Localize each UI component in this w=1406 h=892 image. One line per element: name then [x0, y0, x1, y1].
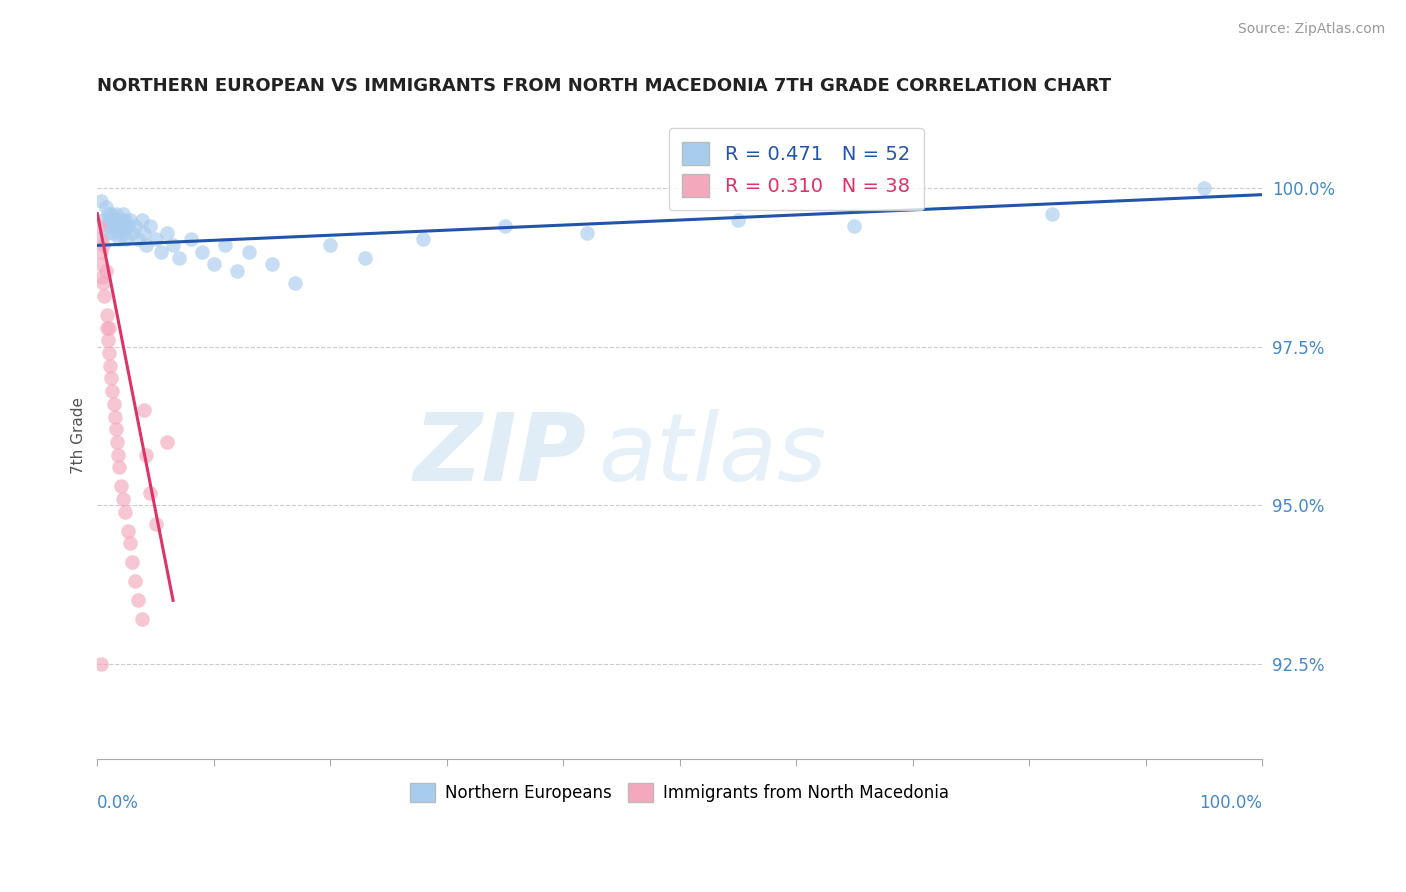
Point	[156, 434, 179, 449]
Point	[127, 593, 149, 607]
Point	[127, 232, 149, 246]
Point	[124, 219, 146, 234]
Point	[162, 238, 184, 252]
Text: ZIP: ZIP	[413, 409, 586, 501]
Point	[139, 219, 162, 234]
Legend: Northern Europeans, Immigrants from North Macedonia: Northern Europeans, Immigrants from Nort…	[404, 776, 956, 809]
Point	[96, 226, 118, 240]
Point	[103, 213, 125, 227]
Point	[90, 657, 112, 671]
Point	[108, 460, 131, 475]
Point	[412, 232, 434, 246]
Point	[260, 257, 283, 271]
Point	[111, 207, 134, 221]
Point	[124, 574, 146, 589]
Text: 0.0%: 0.0%	[97, 795, 139, 813]
Point	[112, 226, 135, 240]
Point	[150, 244, 173, 259]
Point	[114, 505, 136, 519]
Point	[98, 213, 121, 227]
Point	[101, 226, 124, 240]
Y-axis label: 7th Grade: 7th Grade	[72, 397, 86, 474]
Point	[131, 213, 153, 227]
Text: atlas: atlas	[598, 409, 827, 500]
Point	[121, 555, 143, 569]
Point	[494, 219, 516, 234]
Point	[101, 384, 124, 399]
Point	[104, 219, 127, 234]
Point	[103, 397, 125, 411]
Point	[156, 226, 179, 240]
Point	[118, 536, 141, 550]
Point	[284, 277, 307, 291]
Point	[132, 226, 155, 240]
Point	[100, 371, 122, 385]
Point	[93, 289, 115, 303]
Point	[319, 238, 342, 252]
Point	[114, 213, 136, 227]
Point	[131, 612, 153, 626]
Point	[844, 219, 866, 234]
Point	[135, 448, 157, 462]
Point	[100, 207, 122, 221]
Text: 100.0%: 100.0%	[1199, 795, 1263, 813]
Point	[191, 244, 214, 259]
Point	[90, 194, 112, 208]
Point	[107, 226, 129, 240]
Point	[180, 232, 202, 246]
Point	[104, 409, 127, 424]
Point	[238, 244, 260, 259]
Point	[121, 226, 143, 240]
Point	[139, 485, 162, 500]
Text: Source: ZipAtlas.com: Source: ZipAtlas.com	[1237, 22, 1385, 37]
Point	[97, 334, 120, 348]
Point	[104, 207, 127, 221]
Point	[105, 213, 128, 227]
Point	[727, 213, 749, 227]
Point	[111, 491, 134, 506]
Point	[91, 270, 114, 285]
Point	[117, 219, 139, 234]
Point	[110, 479, 132, 493]
Point	[575, 226, 598, 240]
Point	[1042, 207, 1064, 221]
Point	[110, 213, 132, 227]
Point	[105, 434, 128, 449]
Text: NORTHERN EUROPEAN VS IMMIGRANTS FROM NORTH MACEDONIA 7TH GRADE CORRELATION CHART: NORTHERN EUROPEAN VS IMMIGRANTS FROM NOR…	[97, 78, 1112, 95]
Point	[91, 213, 114, 227]
Point	[1192, 181, 1215, 195]
Point	[135, 238, 157, 252]
Point	[97, 207, 120, 221]
Point	[90, 244, 112, 259]
Point	[111, 219, 134, 234]
Point	[94, 200, 117, 214]
Point	[214, 238, 236, 252]
Point	[104, 422, 127, 436]
Point	[89, 232, 111, 246]
Point	[145, 232, 167, 246]
Point	[145, 517, 167, 532]
Point	[96, 320, 118, 334]
Point	[98, 359, 121, 373]
Point	[94, 264, 117, 278]
Point	[354, 251, 377, 265]
Point	[118, 213, 141, 227]
Point	[107, 448, 129, 462]
Point	[90, 257, 112, 271]
Point	[98, 219, 121, 234]
Point	[108, 232, 131, 246]
Point	[167, 251, 190, 265]
Point	[98, 346, 121, 360]
Point	[117, 524, 139, 538]
Point	[96, 308, 118, 322]
Point	[132, 403, 155, 417]
Point	[91, 277, 114, 291]
Point	[98, 320, 121, 334]
Point	[202, 257, 225, 271]
Point	[115, 232, 138, 246]
Point	[87, 219, 110, 234]
Point	[91, 238, 114, 252]
Point	[226, 264, 249, 278]
